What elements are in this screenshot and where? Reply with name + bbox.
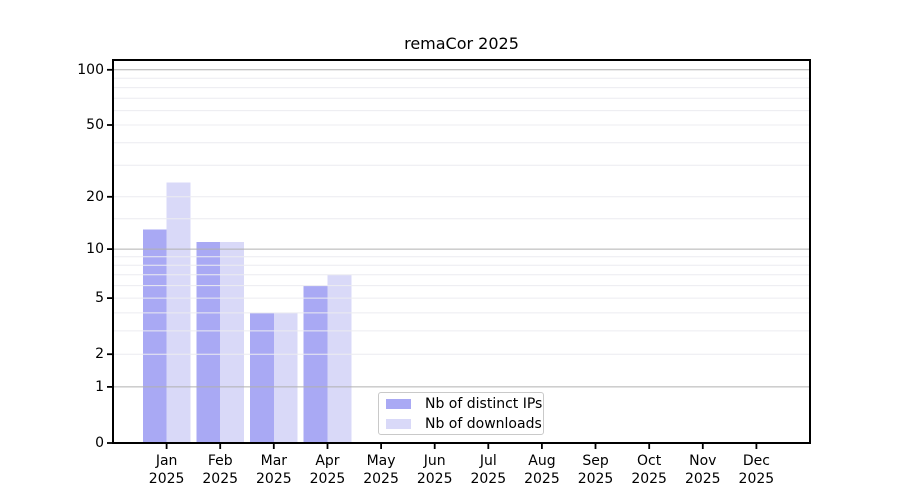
y-tick-label: 0 bbox=[95, 435, 104, 451]
y-tick-label: 20 bbox=[86, 188, 104, 205]
axes-frame bbox=[112, 59, 811, 444]
bar-distinct-ips-apr bbox=[303, 285, 328, 443]
legend-item-distinct-ips: Nb of distinct IPs bbox=[379, 394, 543, 413]
x-tick-label-dec: Dec 2025 bbox=[738, 453, 775, 487]
x-tick-label-oct: Oct 2025 bbox=[631, 453, 667, 487]
y-tick-label: 10 bbox=[86, 241, 104, 258]
bar-downloads-apr bbox=[327, 274, 352, 443]
x-tick-label-apr: Apr 2025 bbox=[309, 453, 346, 487]
x-tick-label-feb: Feb 2025 bbox=[202, 453, 239, 487]
legend-item-downloads: Nb of downloads bbox=[379, 414, 543, 433]
x-tick-label-jul: Jul 2025 bbox=[470, 453, 507, 487]
legend: Nb of distinct IPs Nb of downloads bbox=[378, 392, 544, 435]
y-tick-label: 100 bbox=[77, 61, 104, 78]
chart-title: remaCor 2025 bbox=[404, 34, 519, 53]
y-tick-label: 2 bbox=[95, 346, 104, 363]
y-tick-label: 50 bbox=[86, 117, 104, 134]
bar-distinct-ips-jan bbox=[142, 229, 167, 443]
y-tick-label: 5 bbox=[95, 290, 104, 307]
y-tick-label: 1 bbox=[95, 378, 104, 395]
bar-distinct-ips-feb bbox=[196, 242, 221, 443]
bar-distinct-ips-mar bbox=[250, 312, 274, 443]
x-tick-label-sep: Sep 2025 bbox=[577, 453, 614, 487]
x-tick-label-nov: Nov 2025 bbox=[684, 453, 721, 487]
legend-swatch-downloads bbox=[386, 418, 411, 429]
x-tick-label-mar: Mar 2025 bbox=[256, 453, 292, 487]
x-tick-label-aug: Aug 2025 bbox=[524, 453, 560, 487]
legend-label-downloads: Nb of downloads bbox=[425, 415, 542, 432]
x-tick-label-jun: Jun 2025 bbox=[416, 453, 453, 487]
legend-label-distinct-ips: Nb of distinct IPs bbox=[425, 395, 543, 412]
x-tick-label-may: May 2025 bbox=[363, 453, 399, 487]
x-tick-label-jan: Jan 2025 bbox=[148, 453, 185, 487]
bar-downloads-feb bbox=[220, 242, 244, 443]
bar-downloads-mar bbox=[273, 312, 298, 443]
legend-swatch-distinct-ips bbox=[386, 398, 411, 409]
